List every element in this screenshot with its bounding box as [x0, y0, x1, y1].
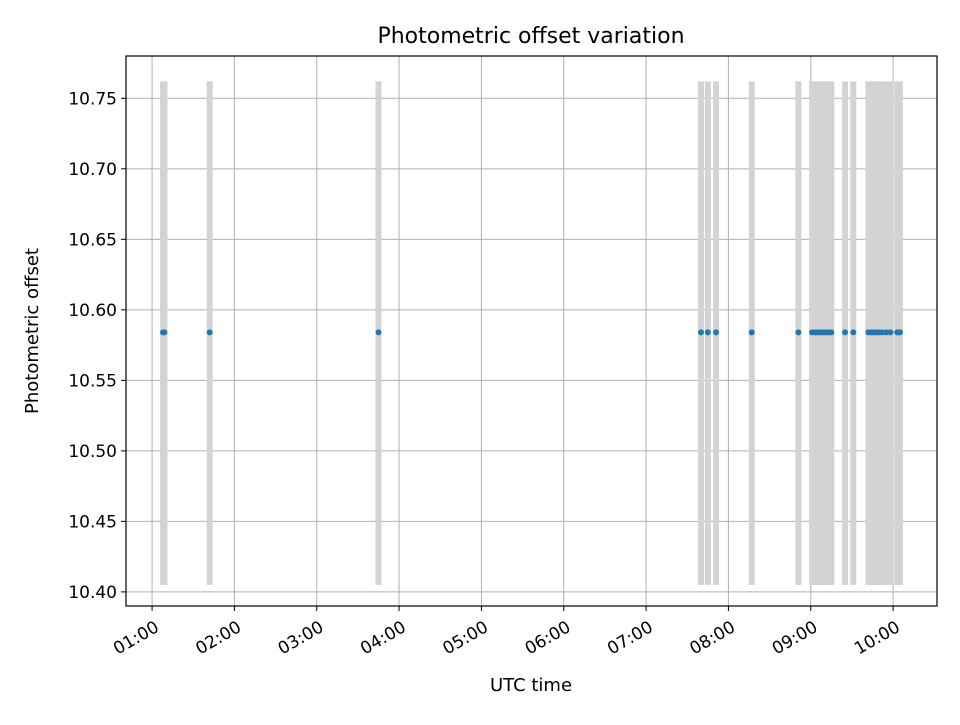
x-tick-label: 03:00 [275, 617, 327, 659]
data-point [161, 329, 168, 336]
x-tick-label: 07:00 [604, 617, 656, 659]
data-point [704, 329, 711, 336]
data-point [713, 329, 720, 336]
y-tick-label: 10.50 [68, 442, 117, 462]
y-tick-label: 10.75 [68, 89, 117, 109]
data-point [748, 329, 755, 336]
data-point [375, 329, 382, 336]
data-point [879, 329, 886, 336]
x-tick-label: 08:00 [686, 617, 738, 659]
x-axis-label: UTC time [490, 675, 572, 696]
y-axis: 10.40 10.45 10.50 10.55 10.60 10.65 10.70 10.75 [68, 89, 126, 603]
x-tick-label: 09:00 [769, 617, 821, 659]
data-point [883, 329, 890, 336]
data-point [828, 329, 835, 336]
plot-frame [125, 55, 938, 607]
y-tick-label: 10.45 [68, 512, 117, 532]
x-tick-label: 01:00 [110, 617, 162, 659]
x-tick-label: 02:00 [192, 617, 244, 659]
y-tick-label: 10.70 [68, 160, 117, 180]
data-point [887, 329, 894, 336]
x-tick-label: 10:00 [851, 617, 903, 659]
data-points [160, 329, 903, 336]
data-point [896, 329, 903, 336]
x-axis: 01:00 02:00 03:00 04:00 05:00 06:00 07:00 08:00… [110, 606, 904, 659]
data-point [850, 329, 857, 336]
chart-title: Photometric offset variation [377, 24, 684, 49]
data-point [697, 329, 704, 336]
y-tick-label: 10.65 [68, 230, 117, 250]
y-tick-label: 10.40 [68, 583, 117, 603]
y-tick-label: 10.55 [68, 371, 117, 391]
data-point [842, 329, 849, 336]
x-tick-label: 04:00 [357, 617, 409, 659]
error-bars [160, 81, 903, 585]
x-tick-label: 06:00 [522, 617, 574, 659]
y-tick-label: 10.60 [68, 301, 117, 321]
grid [126, 56, 937, 606]
x-tick-label: 05:00 [439, 617, 491, 659]
data-point [206, 329, 213, 336]
data-point [795, 329, 802, 336]
y-axis-label: Photometric offset [22, 248, 43, 414]
